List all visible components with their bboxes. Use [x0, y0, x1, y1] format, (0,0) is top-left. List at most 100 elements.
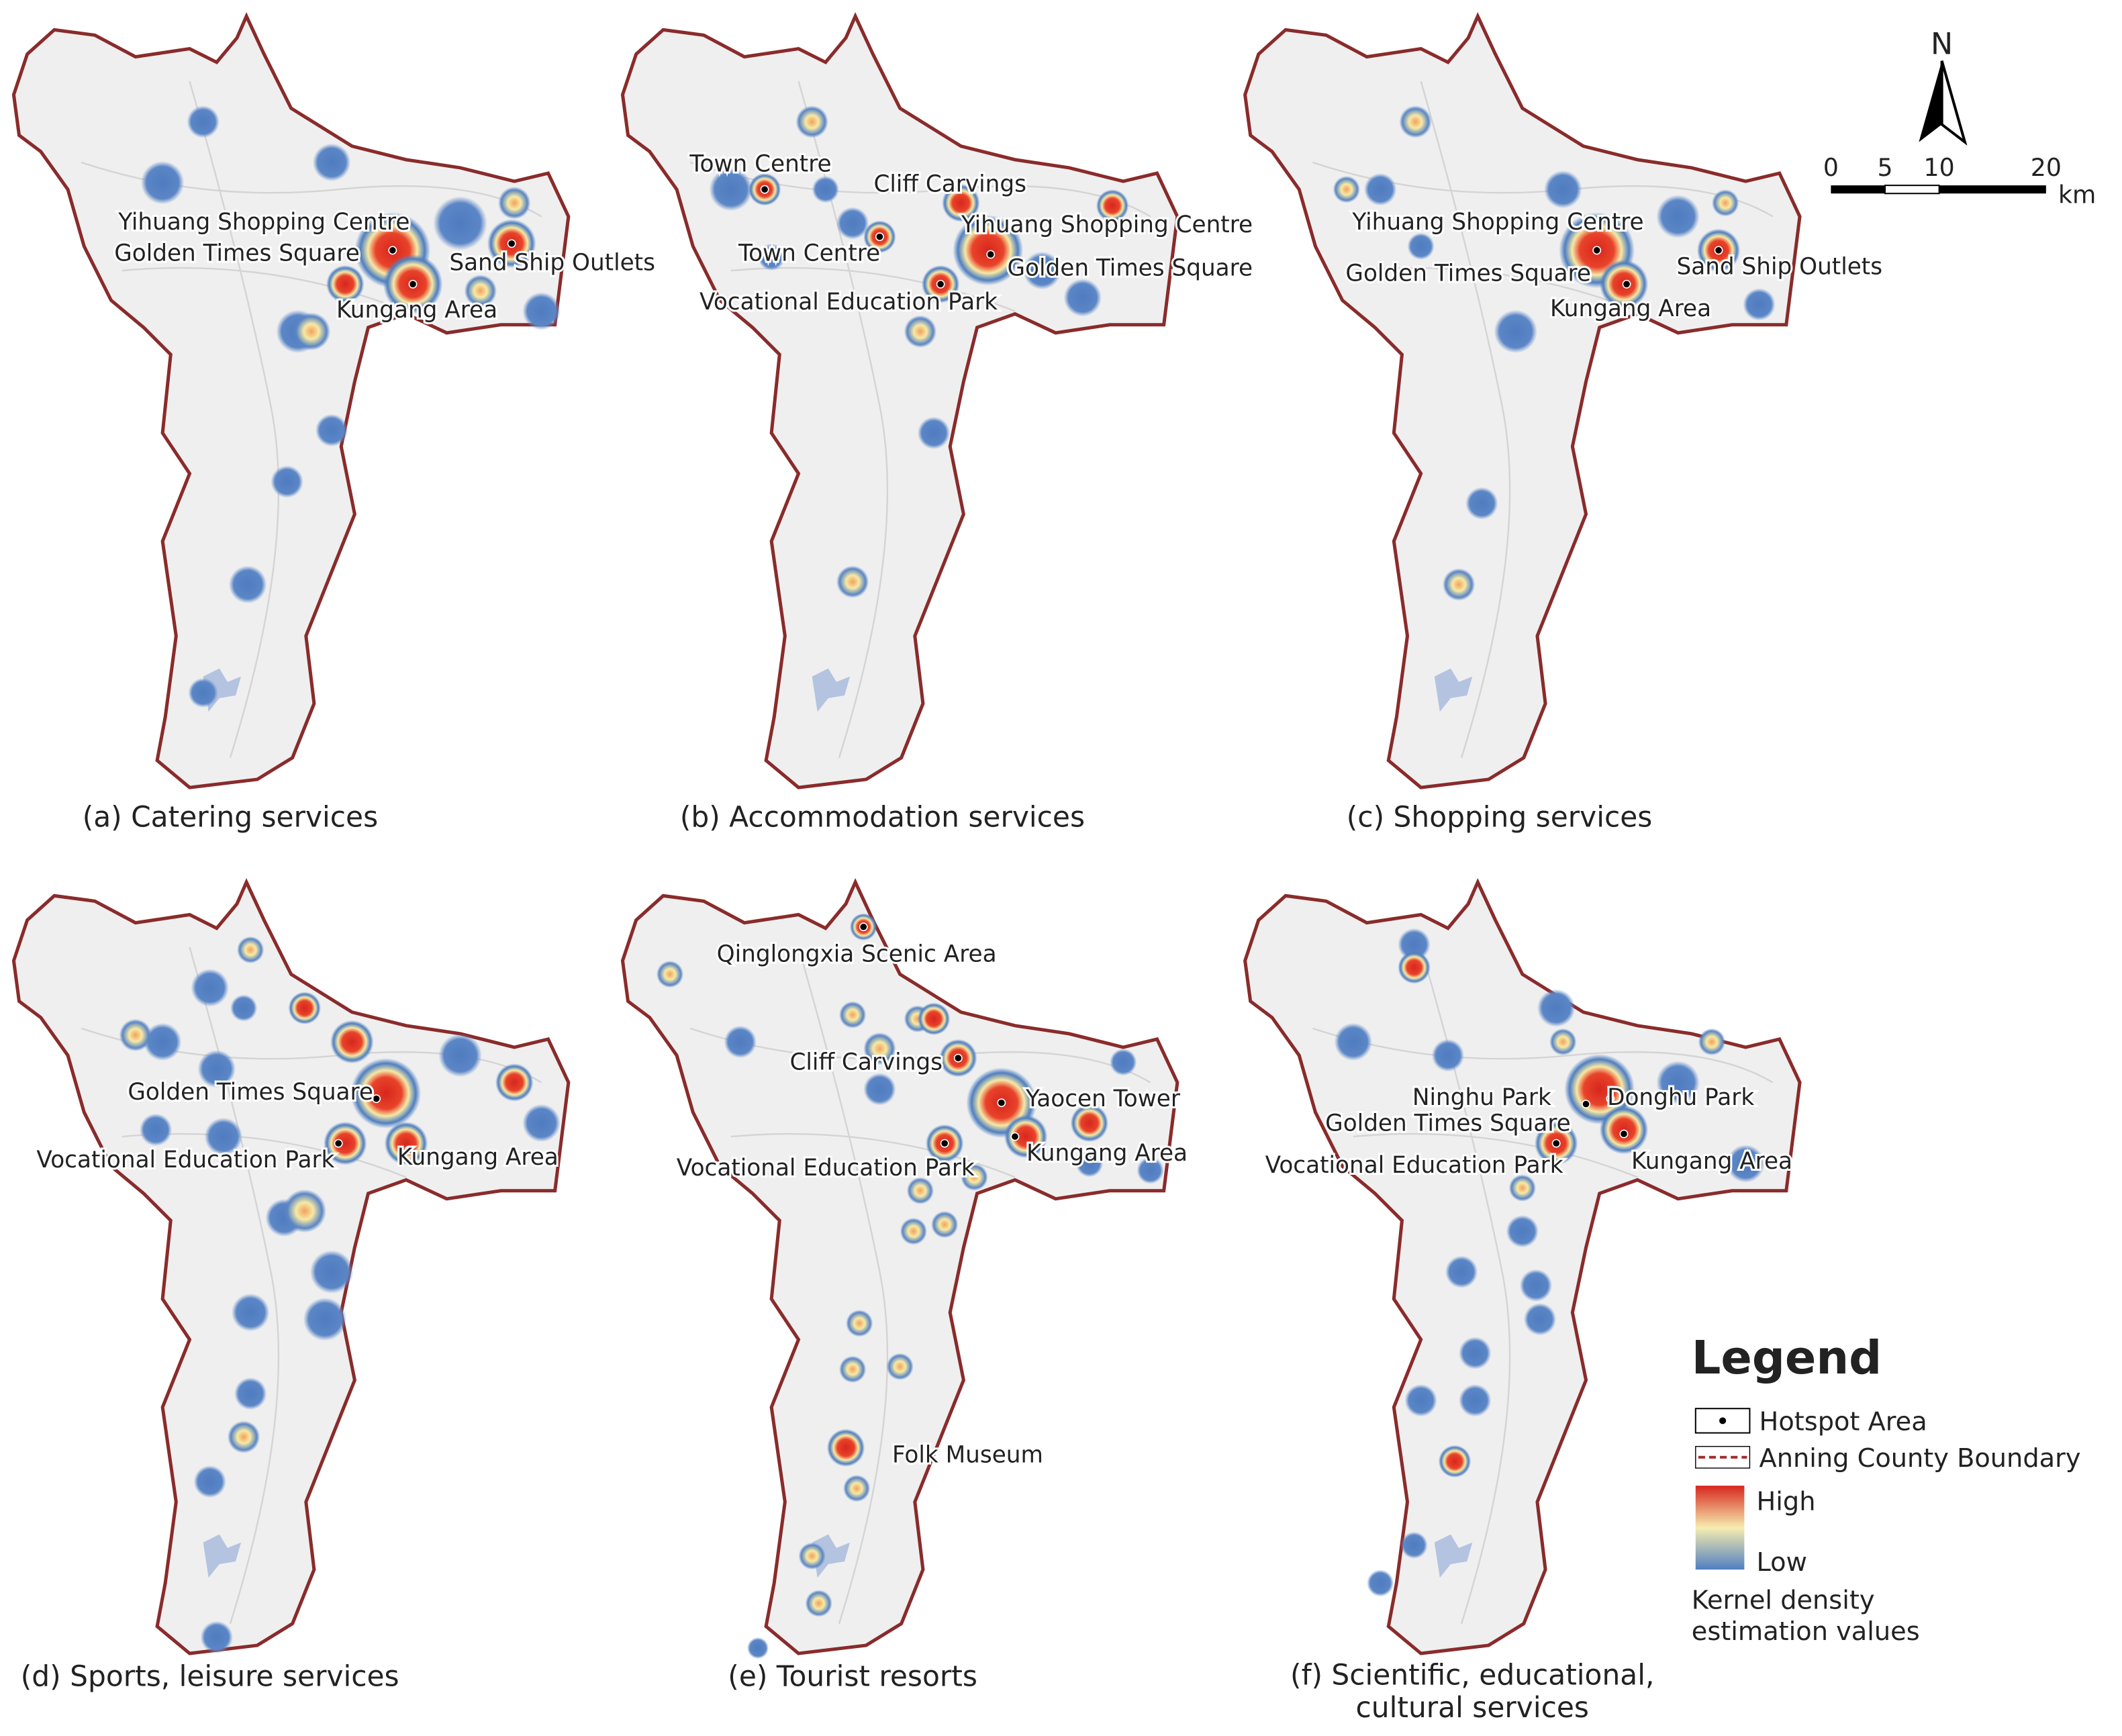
- density-blob: [798, 1542, 826, 1570]
- density-blob: [1656, 1061, 1700, 1104]
- density-blob: [805, 1590, 832, 1617]
- legend-gradient: [1695, 1486, 1745, 1570]
- hotspot-dot: [507, 239, 516, 248]
- hotspot-dot: [1619, 1129, 1629, 1139]
- hotspot-dot: [1622, 279, 1631, 289]
- density-blob: [1519, 1269, 1553, 1302]
- place-label: Golden Times Square: [1008, 255, 1253, 282]
- density-blob: [1399, 105, 1432, 138]
- density-blob: [836, 565, 869, 598]
- place-label: Kungang Area: [1631, 1148, 1792, 1175]
- density-blob: [140, 160, 185, 205]
- density-blob: [1727, 1145, 1765, 1183]
- hotspot-dot: [1714, 246, 1723, 255]
- legend-hotspot-dot: [1719, 1417, 1727, 1425]
- hotspot-dot: [408, 279, 418, 289]
- place-label: Cliff Carvings: [790, 1049, 943, 1076]
- density-blob: [1400, 1531, 1428, 1559]
- density-blob: [315, 414, 348, 447]
- hotspot-dot: [1592, 246, 1602, 255]
- density-blob: [917, 1002, 951, 1035]
- legend-label: High: [1757, 1486, 1816, 1516]
- density-blob: [197, 1050, 236, 1088]
- density-blob: [724, 1025, 757, 1059]
- density-blob: [324, 1121, 367, 1165]
- density-blob: [271, 465, 303, 498]
- map-panel: Town Centre Cliff Carvings Yihuang Shoppin…: [622, 16, 1255, 787]
- density-blob: [838, 1355, 867, 1383]
- county-boundary: [13, 882, 568, 1653]
- map-panel: Yihuang Shopping Centre Golden Times Squa…: [1245, 16, 1884, 787]
- place-label: Vocational Education Park: [677, 1155, 975, 1182]
- panel-caption: (c) Shopping services: [1347, 801, 1652, 834]
- county-boundary: [1245, 16, 1800, 787]
- hotspot-dot: [940, 1139, 949, 1148]
- scale-segment: [1939, 185, 2046, 194]
- place-label: Town Centre: [689, 150, 831, 177]
- legend: Legend Hotspot Area Anning County Bounda…: [1692, 1331, 2081, 1647]
- hotspot-dot: [986, 250, 996, 259]
- density-blob: [283, 1189, 327, 1233]
- density-blob: [522, 292, 561, 330]
- panel-caption: cultural services: [1356, 1691, 1589, 1724]
- density-blob: [1334, 1022, 1373, 1061]
- density-blob: [961, 1163, 988, 1191]
- hotspot-dot: [1551, 1139, 1561, 1148]
- panel-caption: (a) Catering services: [83, 801, 378, 834]
- density-blob: [1333, 176, 1360, 203]
- density-blob: [1404, 1384, 1437, 1417]
- density-blob: [842, 1474, 871, 1502]
- scale-label: 5: [1877, 153, 1892, 182]
- density-blob: [1004, 1114, 1048, 1159]
- scale-segment: [1884, 185, 1940, 195]
- density-blob: [234, 1377, 267, 1410]
- place-label: Vocational Education Park: [36, 1147, 334, 1173]
- place-label: Golden Times Square: [114, 240, 360, 267]
- density-blob: [1398, 928, 1431, 961]
- density-blob: [838, 1001, 867, 1028]
- density-blob: [231, 1293, 270, 1332]
- density-blob: [384, 1121, 428, 1165]
- density-blob: [1407, 232, 1435, 260]
- north-arrow-right: [1940, 60, 1968, 146]
- density-blob: [1023, 251, 1061, 290]
- density-blob: [812, 176, 839, 203]
- density-blob: [350, 1058, 422, 1129]
- density-blob: [886, 1353, 914, 1380]
- density-blob: [1445, 1255, 1478, 1288]
- density-blob: [312, 143, 351, 182]
- density-blob: [863, 1073, 896, 1106]
- hotspot-dot: [388, 246, 397, 255]
- hotspot-dot: [334, 1139, 343, 1148]
- hotspot-dot: [760, 185, 769, 194]
- density-blob: [1431, 1039, 1465, 1072]
- north-label: N: [1931, 28, 1953, 62]
- density-blob: [917, 416, 951, 450]
- density-blob: [1508, 1174, 1536, 1202]
- legend-label: Hotspot Area: [1759, 1406, 1927, 1437]
- county-boundary: [13, 16, 568, 787]
- place-label: Ninghu Park: [1412, 1084, 1551, 1111]
- legend-label: Anning County Boundary: [1759, 1443, 2081, 1474]
- density-blob: [495, 1063, 534, 1102]
- hotspot-dot: [859, 922, 868, 932]
- density-blob: [230, 994, 258, 1022]
- density-blob: [795, 105, 828, 138]
- density-blob: [1544, 170, 1582, 209]
- map-panel: Qinglongxia Scenic Area Cliff Carvings Yao…: [622, 882, 1190, 1659]
- hotspot-dot: [997, 1098, 1006, 1108]
- place-label: Yihuang Shopping Centre: [1351, 209, 1643, 236]
- place-label: Folk Museum: [892, 1441, 1043, 1468]
- density-blob: [906, 1177, 934, 1204]
- density-blob: [288, 992, 321, 1024]
- density-blob: [1398, 951, 1431, 984]
- density-blob: [228, 565, 267, 604]
- density-blob: [204, 1117, 243, 1156]
- density-blob: [1537, 989, 1576, 1027]
- place-label: Sand Ship Outlets: [449, 250, 655, 277]
- density-blob: [1459, 1384, 1492, 1417]
- density-blob: [1070, 1104, 1109, 1143]
- panel-caption: (e) Tourist resorts: [728, 1659, 977, 1692]
- hotspot-dot: [1010, 1132, 1020, 1141]
- density-blob: [1506, 1214, 1539, 1248]
